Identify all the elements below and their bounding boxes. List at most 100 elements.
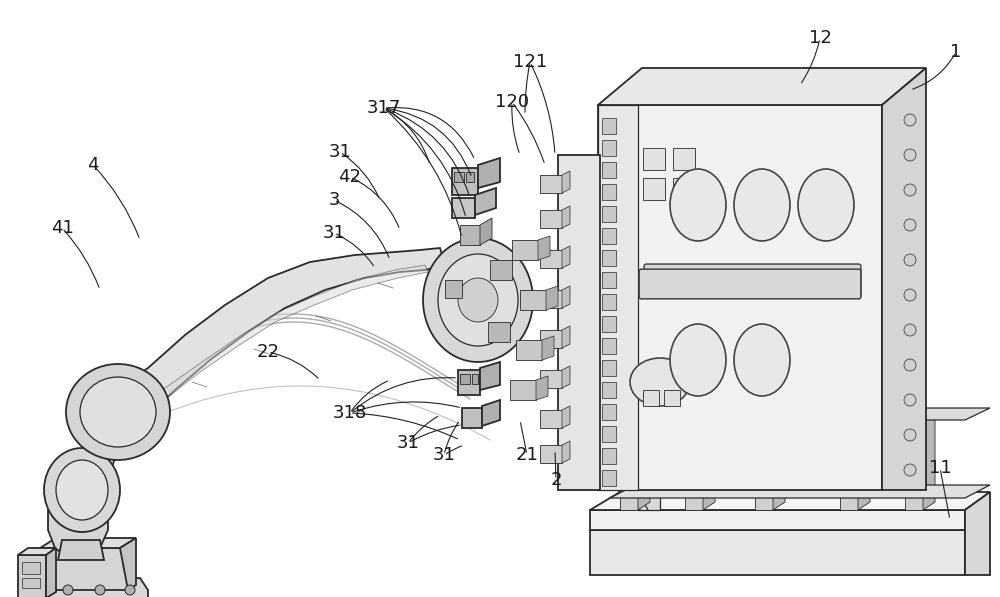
Ellipse shape bbox=[904, 394, 916, 406]
Polygon shape bbox=[610, 485, 990, 498]
FancyArrowPatch shape bbox=[410, 426, 459, 442]
Polygon shape bbox=[562, 171, 570, 193]
Polygon shape bbox=[562, 326, 570, 348]
Ellipse shape bbox=[56, 460, 108, 520]
Bar bbox=[540, 250, 562, 268]
Bar bbox=[510, 380, 536, 400]
Bar bbox=[602, 382, 616, 398]
Bar bbox=[602, 360, 616, 376]
Ellipse shape bbox=[904, 324, 916, 336]
Polygon shape bbox=[562, 246, 570, 268]
Polygon shape bbox=[638, 492, 660, 510]
Text: 1: 1 bbox=[950, 43, 962, 61]
Bar bbox=[602, 426, 616, 442]
Ellipse shape bbox=[63, 585, 73, 595]
Polygon shape bbox=[590, 492, 990, 510]
Polygon shape bbox=[562, 366, 570, 388]
FancyArrowPatch shape bbox=[353, 402, 459, 412]
Ellipse shape bbox=[670, 169, 726, 241]
Bar bbox=[664, 390, 680, 406]
Ellipse shape bbox=[458, 278, 498, 322]
FancyArrowPatch shape bbox=[521, 423, 526, 453]
FancyArrowPatch shape bbox=[410, 417, 438, 441]
Bar bbox=[602, 184, 616, 200]
FancyArrowPatch shape bbox=[446, 446, 461, 454]
Bar bbox=[520, 290, 546, 310]
FancyArrowPatch shape bbox=[337, 234, 373, 266]
FancyArrowPatch shape bbox=[445, 422, 458, 453]
Text: 31: 31 bbox=[433, 446, 455, 464]
Ellipse shape bbox=[734, 324, 790, 396]
Text: 22: 22 bbox=[256, 343, 280, 361]
Ellipse shape bbox=[904, 464, 916, 476]
Bar bbox=[602, 228, 616, 244]
FancyArrowPatch shape bbox=[386, 109, 429, 162]
Bar bbox=[602, 338, 616, 354]
Polygon shape bbox=[965, 492, 990, 575]
Bar bbox=[602, 250, 616, 266]
Ellipse shape bbox=[95, 585, 105, 595]
Bar bbox=[602, 404, 616, 420]
Polygon shape bbox=[773, 412, 785, 510]
Polygon shape bbox=[480, 362, 500, 390]
Bar bbox=[602, 294, 616, 310]
Polygon shape bbox=[905, 420, 923, 510]
FancyArrowPatch shape bbox=[271, 353, 318, 378]
Text: 31: 31 bbox=[323, 224, 345, 242]
Bar bbox=[460, 374, 470, 384]
Text: 2: 2 bbox=[550, 471, 562, 489]
Polygon shape bbox=[558, 155, 600, 490]
Polygon shape bbox=[536, 376, 548, 400]
Ellipse shape bbox=[438, 254, 518, 346]
FancyArrowPatch shape bbox=[941, 470, 949, 517]
Polygon shape bbox=[46, 548, 56, 597]
Polygon shape bbox=[590, 510, 965, 530]
FancyArrowPatch shape bbox=[352, 381, 387, 411]
Ellipse shape bbox=[44, 448, 120, 532]
Polygon shape bbox=[18, 548, 56, 555]
FancyArrowPatch shape bbox=[387, 107, 474, 158]
Polygon shape bbox=[445, 280, 462, 298]
Bar bbox=[602, 140, 616, 156]
Polygon shape bbox=[458, 370, 480, 395]
Polygon shape bbox=[562, 286, 570, 308]
FancyArrowPatch shape bbox=[337, 201, 389, 257]
Bar bbox=[602, 206, 616, 222]
Polygon shape bbox=[452, 198, 475, 218]
Polygon shape bbox=[20, 578, 148, 597]
Polygon shape bbox=[598, 105, 882, 490]
Bar bbox=[540, 290, 562, 308]
FancyArrowPatch shape bbox=[512, 105, 519, 152]
Bar bbox=[643, 390, 659, 406]
Bar bbox=[673, 178, 695, 200]
FancyArrowPatch shape bbox=[353, 178, 399, 227]
Polygon shape bbox=[638, 412, 650, 510]
Polygon shape bbox=[482, 400, 500, 426]
Polygon shape bbox=[562, 441, 570, 463]
Ellipse shape bbox=[33, 585, 43, 595]
Text: 3: 3 bbox=[328, 191, 340, 209]
FancyArrowPatch shape bbox=[525, 64, 529, 112]
Ellipse shape bbox=[904, 219, 916, 231]
Polygon shape bbox=[590, 530, 965, 575]
Bar bbox=[602, 162, 616, 178]
Polygon shape bbox=[610, 408, 990, 420]
FancyArrowPatch shape bbox=[64, 230, 99, 287]
Polygon shape bbox=[48, 490, 108, 558]
Bar bbox=[516, 340, 542, 360]
Text: 21: 21 bbox=[516, 446, 538, 464]
Bar bbox=[22, 562, 40, 574]
Polygon shape bbox=[840, 420, 858, 510]
Bar bbox=[602, 448, 616, 464]
Bar bbox=[466, 172, 474, 182]
FancyArrowPatch shape bbox=[531, 64, 555, 152]
Polygon shape bbox=[618, 492, 660, 510]
Polygon shape bbox=[58, 540, 104, 560]
Polygon shape bbox=[490, 260, 512, 280]
Ellipse shape bbox=[734, 169, 790, 241]
FancyArrowPatch shape bbox=[352, 378, 455, 411]
Polygon shape bbox=[542, 336, 554, 360]
Polygon shape bbox=[755, 420, 773, 510]
FancyArrowPatch shape bbox=[514, 104, 544, 162]
Polygon shape bbox=[130, 265, 428, 428]
